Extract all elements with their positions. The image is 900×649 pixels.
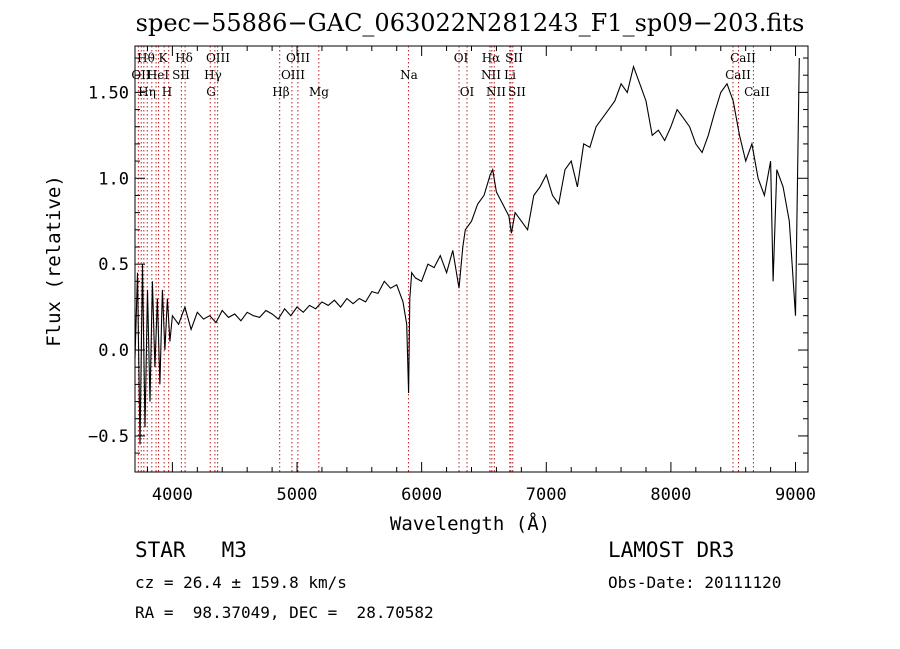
subclass-label: M3 (221, 538, 247, 562)
y-tick-label: 0.5 (98, 255, 129, 275)
line-label: G (206, 85, 216, 99)
x-tick-label: 6000 (401, 485, 442, 505)
plot-frame (134, 45, 809, 473)
line-label: SII (508, 85, 526, 99)
line-label: CaII (725, 68, 751, 82)
line-label: Hγ (204, 68, 222, 82)
spectrum-series (134, 57, 800, 445)
y-tick-label: 0.0 (98, 341, 129, 361)
x-axis: 4000 5000 6000 7000 8000 9000 (146, 46, 816, 505)
obs-date-label: Obs-Date: 20111120 (608, 573, 782, 592)
line-label: CaII (744, 85, 770, 99)
line-label: H (162, 85, 172, 99)
line-label: SII (172, 68, 190, 82)
line-label: CaII (730, 51, 756, 65)
line-label: OIII (281, 68, 305, 82)
line-label: Hα (482, 51, 501, 65)
x-tick-label: 9000 (775, 485, 816, 505)
y-tick-label: −0.5 (88, 427, 129, 447)
line-label: OI (454, 51, 469, 65)
line-label: Hβ (272, 85, 289, 99)
x-tick-label: 7000 (526, 485, 567, 505)
y-tick-label: 1.50 (88, 83, 129, 103)
line-label: OII (131, 68, 151, 82)
y-axis-label: Flux (relative) (43, 175, 65, 347)
x-tick-label: 5000 (277, 485, 318, 505)
class-label: STAR (135, 538, 186, 562)
x-tick-label: 8000 (650, 485, 691, 505)
line-label: NII (481, 68, 501, 82)
line-label: K (159, 51, 169, 65)
line-label: Li (504, 68, 516, 82)
line-label: NII (486, 85, 506, 99)
x-tick-label: 4000 (152, 485, 193, 505)
line-label: Hη (138, 85, 156, 99)
x-axis-label: Wavelength (Å) (390, 512, 550, 535)
line-label: OI (460, 85, 475, 99)
y-tick-label: 1.0 (98, 169, 129, 189)
spectral-line-markers (137, 46, 754, 472)
spectrum-line (134, 57, 800, 445)
y-axis: −0.5 0.0 0.5 1.0 1.50 (88, 57, 808, 454)
object-class: STAR M3 (135, 538, 247, 562)
line-label: Na (400, 68, 418, 82)
line-label: Hθ (137, 51, 155, 65)
chart-title: spec−55886−GAC_063022N281243_F1_sp09−203… (136, 9, 805, 37)
coordinates-label: RA = 98.37049, DEC = 28.70582 (135, 603, 434, 622)
line-label: HeI (147, 68, 170, 82)
redshift-label: cz = 26.4 ± 159.8 km/s (135, 573, 347, 592)
line-label: SII (505, 51, 523, 65)
line-label: OIII (206, 51, 230, 65)
line-label: OIII (286, 51, 310, 65)
line-label: Mg (309, 85, 329, 99)
line-label: Hδ (175, 51, 193, 65)
survey-label: LAMOST DR3 (608, 538, 735, 562)
